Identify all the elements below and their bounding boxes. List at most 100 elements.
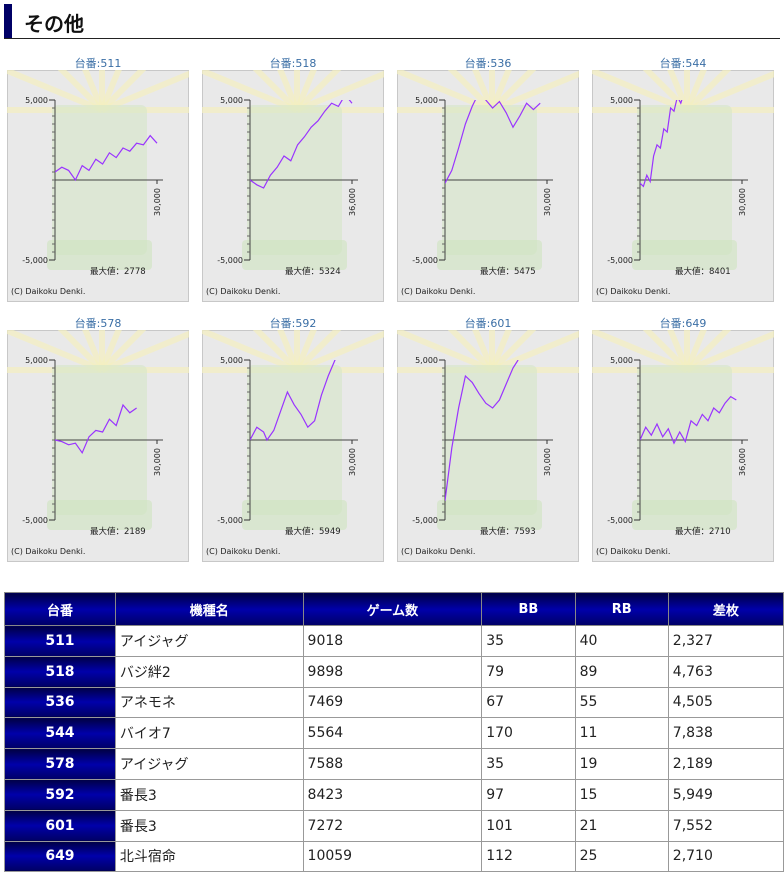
x-tick-label: 30,000 <box>348 448 357 476</box>
machine-number: 511 <box>4 625 116 657</box>
table-row: 601 番長3 7272 101 21 7,552 <box>4 809 784 842</box>
y-tick-label: 5,000 <box>415 356 438 365</box>
y-tick-label: -5,000 <box>22 256 48 265</box>
table-cell: 5,949 <box>667 778 784 811</box>
table-cell: 79 <box>481 655 576 688</box>
y-tick-label: -5,000 <box>412 256 438 265</box>
chart: 5,000 -5,000 30,000 最大値：2778 (C) Daikoku Den… <box>0 0 262 302</box>
data-line <box>250 100 353 189</box>
machine-number: 592 <box>4 778 116 811</box>
credit: (C) Daikoku Denki. <box>206 547 280 556</box>
table-cell: 7,552 <box>667 809 784 842</box>
table-cell: 67 <box>481 686 576 719</box>
x-tick-label: 30,000 <box>738 188 747 216</box>
table-row: 578 アイジャグ 7588 35 19 2,189 <box>4 748 784 780</box>
chart-panel: 5,000 -5,000 30,000 最大値：2189 (C) Daikoku Den… <box>0 210 262 562</box>
deco-tray <box>47 500 152 530</box>
table-cell: バイオ7 <box>114 717 304 750</box>
x-tick-label: 36,000 <box>348 188 357 216</box>
chart-panel: 5,000 -5,000 30,000 最大値：2778 (C) Daikoku Den… <box>0 0 262 302</box>
x-tick-label: 30,000 <box>153 188 162 216</box>
table-cell: 7588 <box>302 748 483 780</box>
table-header: 台番 機種名 ゲーム数 BB RB 差枚 <box>4 592 784 626</box>
y-tick-label: 5,000 <box>220 356 243 365</box>
table-cell: 10059 <box>302 840 483 872</box>
chart: 5,000 -5,000 36,000 最大値：5324 (C) Daikoku Den… <box>137 0 457 302</box>
machine-number: 536 <box>4 686 116 719</box>
credit: (C) Daikoku Denki. <box>596 287 670 296</box>
column-header: ゲーム数 <box>302 592 483 626</box>
machine-number: 649 <box>4 840 116 872</box>
x-tick-label: 30,000 <box>153 448 162 476</box>
credit: (C) Daikoku Denki. <box>11 287 85 296</box>
y-tick-label: 5,000 <box>25 356 48 365</box>
column-header: 台番 <box>4 592 116 626</box>
chart: 5,000 -5,000 30,000 最大値：2189 (C) Daikoku Den… <box>0 210 262 562</box>
table-cell: アイジャグ <box>114 748 304 780</box>
chart-panel: 5,000 -5,000 36,000 最大値：2710 (C) Daikoku Den… <box>527 210 784 562</box>
chart-title: 台番:578 <box>74 317 122 330</box>
chart-title: 台番:536 <box>464 57 512 70</box>
y-tick-label: 5,000 <box>25 96 48 105</box>
y-tick-label: -5,000 <box>607 256 633 265</box>
table-cell: 番長3 <box>114 809 304 842</box>
chart-panel: 5,000 -5,000 36,000 最大値：5324 (C) Daikoku Den… <box>137 0 457 302</box>
x-tick-label: 36,000 <box>738 448 747 476</box>
machine-number: 601 <box>4 809 116 842</box>
deco-tray <box>632 240 737 270</box>
table-body: 511 アイジャグ 9018 35 40 2,327 518 バジ絆2 9898 79 89 4,76… <box>4 625 784 872</box>
chart-title: 台番:518 <box>269 57 317 70</box>
credit: (C) Daikoku Denki. <box>401 547 475 556</box>
section-header: その他 <box>4 4 780 39</box>
section-title: その他 <box>24 12 84 36</box>
table-row: 649 北斗宿命 10059 112 25 2,710 <box>4 840 784 872</box>
max-label: 最大値：2189 <box>90 526 146 537</box>
table-cell: 112 <box>481 840 576 872</box>
table-cell: 9018 <box>302 625 483 657</box>
data-line <box>445 100 541 184</box>
table-cell: 97 <box>481 778 576 811</box>
table-cell: 35 <box>481 748 576 780</box>
machine-number: 518 <box>4 655 116 688</box>
table-cell: 25 <box>574 840 669 872</box>
table-cell: バジ絆2 <box>114 655 304 688</box>
deco-tray <box>437 240 542 270</box>
chart-title: 台番:601 <box>464 317 512 330</box>
table-cell: 7469 <box>302 686 483 719</box>
chart: 5,000 -5,000 30,000 最大値：5949 (C) Daikoku Den… <box>137 210 457 562</box>
x-tick-label: 30,000 <box>543 188 552 216</box>
table-cell: 170 <box>481 717 576 750</box>
chart: 5,000 -5,000 36,000 最大値：2710 (C) Daikoku Den… <box>527 210 784 562</box>
column-header: RB <box>574 592 669 626</box>
y-tick-label: -5,000 <box>412 516 438 525</box>
y-tick-label: -5,000 <box>22 516 48 525</box>
machine-number: 578 <box>4 748 116 780</box>
data-table: 台番 機種名 ゲーム数 BB RB 差枚 511 アイジャグ 9018 35 40 2,327 518 バ… <box>4 592 784 872</box>
table-row: 518 バジ絆2 9898 79 89 4,763 <box>4 655 784 688</box>
credit: (C) Daikoku Denki. <box>11 547 85 556</box>
table-cell: 2,710 <box>667 840 784 872</box>
max-label: 最大値：2710 <box>675 526 731 537</box>
credit: (C) Daikoku Denki. <box>596 547 670 556</box>
chart-title: 台番:592 <box>269 317 317 330</box>
table-row: 544 バイオ7 5564 170 11 7,838 <box>4 717 784 750</box>
y-tick-label: 5,000 <box>220 96 243 105</box>
table-cell: 19 <box>574 748 669 780</box>
header-bar <box>4 4 12 38</box>
deco-tray <box>47 240 152 270</box>
max-label: 最大値：8401 <box>675 266 731 277</box>
deco-ray <box>685 326 784 373</box>
table-cell: 番長3 <box>114 778 304 811</box>
table-cell: アイジャグ <box>114 625 304 657</box>
column-header: 機種名 <box>114 592 304 626</box>
data-line <box>445 360 519 501</box>
data-line <box>250 360 336 442</box>
table-row: 511 アイジャグ 9018 35 40 2,327 <box>4 625 784 657</box>
chart-title: 台番:649 <box>659 317 707 330</box>
max-label: 最大値：7593 <box>480 526 536 537</box>
data-line <box>55 134 158 182</box>
deco-tray <box>242 500 347 530</box>
table-cell: 4,505 <box>667 686 784 719</box>
deco-ray <box>0 64 104 113</box>
table-cell: 2,327 <box>667 625 784 657</box>
